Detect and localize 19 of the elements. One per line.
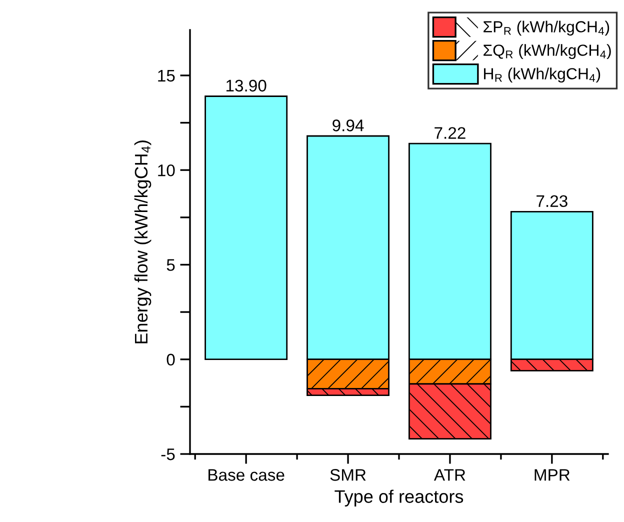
x-tick-label: SMR: [330, 469, 366, 481]
y-tick-label: -5: [161, 448, 175, 460]
y-tick-label: 15: [158, 70, 175, 82]
bar: [204, 96, 288, 360]
y-tick-label: 0: [166, 354, 175, 366]
y-tick-label: 10: [158, 164, 175, 176]
legend-label: ΣQ$_{R}$ (kWh/kgCH$_{4}$): [484, 44, 611, 60]
x-tick-label: ATR: [434, 469, 466, 481]
x-axis-title: Type of reactors: [334, 490, 464, 507]
x-tick-label: MPR: [534, 469, 570, 481]
legend-label: H$_{R}$ (kWh/kgCH$_{4}$): [484, 68, 600, 83]
annotation: 7.23: [536, 195, 568, 208]
y-axis-title: Energy flow (kWh/kgCH$_{4}$): [134, 140, 152, 344]
annotation: 13.90: [226, 80, 266, 92]
annotation: 7.22: [434, 127, 466, 139]
legend-label: ΣP$_{R}$ (kWh/kgCH$_{4}$): [484, 20, 610, 36]
annotation: 9.94: [332, 120, 364, 132]
x-tick-label: Base case: [208, 469, 284, 481]
y-tick-label: 5: [166, 259, 175, 271]
